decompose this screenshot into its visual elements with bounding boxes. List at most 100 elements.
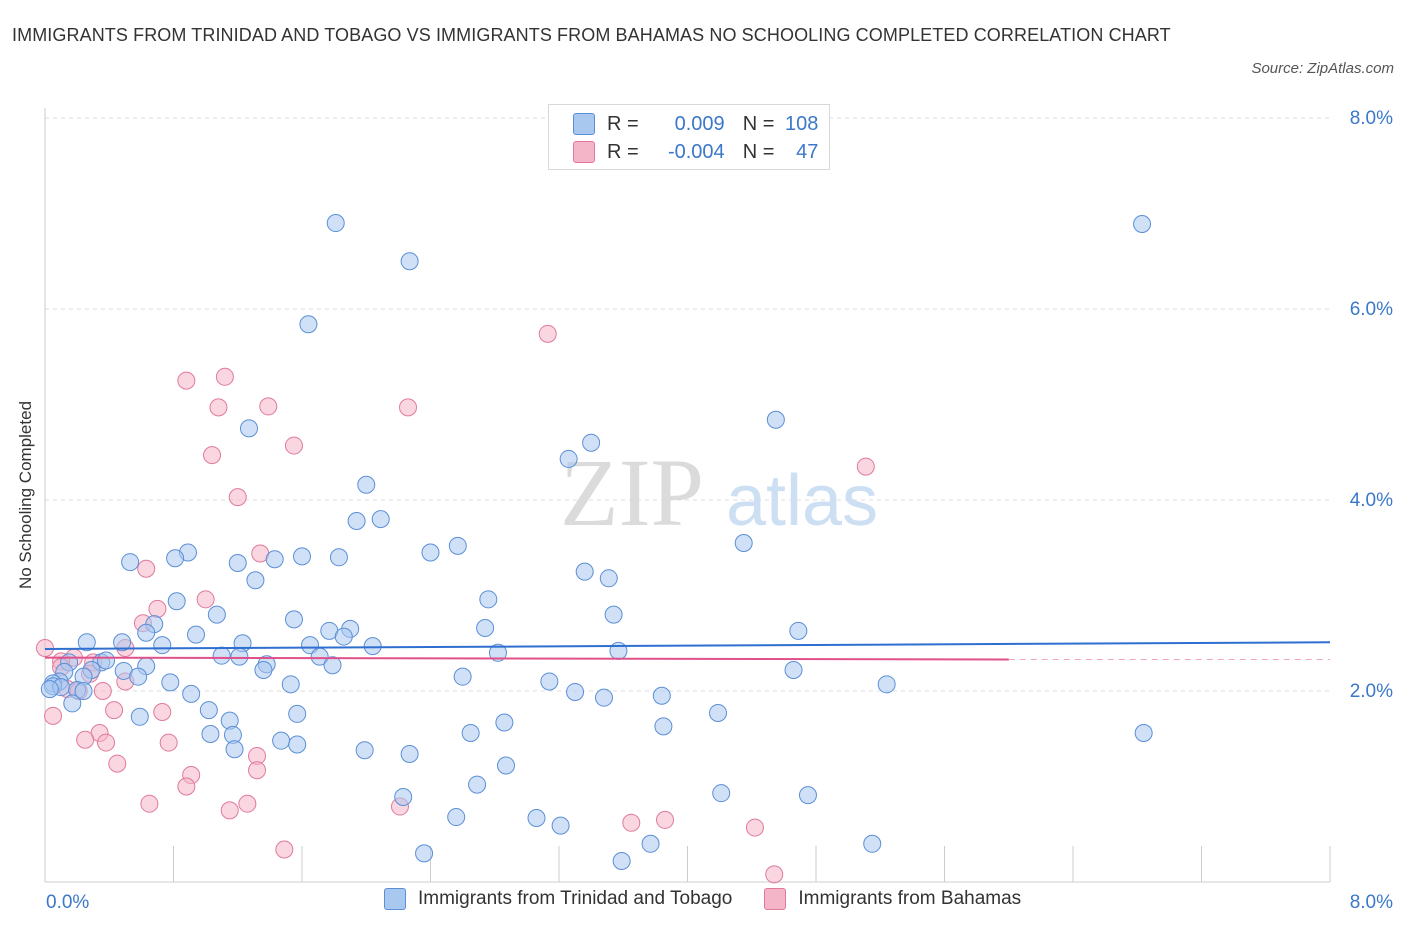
watermark-zip: ZIP (560, 439, 704, 546)
bahamas-point (148, 599, 167, 618)
legend-swatch-trinidad (573, 113, 595, 135)
trinidad-point (284, 610, 303, 629)
trinidad-point (40, 680, 59, 699)
trinidad-point (301, 636, 320, 655)
y-tick-label: 4.0% (1350, 490, 1393, 511)
trinidad-point (137, 623, 156, 642)
series-legend-bahamas[interactable]: Immigrants from Bahamas (764, 888, 1021, 910)
bahamas-point (203, 446, 222, 465)
trinidad-point (265, 550, 284, 569)
trinidad-point (734, 533, 753, 552)
trinidad-point (1133, 215, 1152, 234)
watermark-atlas: atlas (726, 461, 878, 541)
trinidad-point (207, 605, 226, 624)
series-label-trinidad: Immigrants from Trinidad and Tobago (418, 888, 733, 909)
series-label-bahamas: Immigrants from Bahamas (798, 888, 1022, 909)
chart-title: IMMIGRANTS FROM TRINIDAD AND TOBAGO VS I… (12, 25, 1171, 45)
series-legend-trinidad[interactable]: Immigrants from Trinidad and Tobago (384, 888, 732, 910)
trinidad-point (766, 410, 785, 429)
y-tick-label: 6.0% (1350, 299, 1393, 320)
trinidad-point (355, 741, 374, 760)
trinidad-point (281, 675, 300, 694)
bahamas-point (209, 398, 228, 417)
trend-lines (44, 641, 1331, 661)
trinidad-point (129, 667, 148, 686)
trinidad-point (288, 704, 307, 723)
trinidad-point (1134, 724, 1153, 743)
bahamas-point (215, 367, 234, 386)
trinidad-point (334, 627, 353, 646)
legend-swatch-bahamas (573, 141, 595, 163)
trinidad-point (468, 775, 487, 794)
bahamas-point (220, 801, 239, 820)
tick-labels: 2.0% 4.0% 6.0% 8.0% 0.0% 8.0% (46, 108, 1393, 913)
bahamas-point (196, 590, 215, 609)
trinidad-trend-line (44, 641, 1331, 650)
trinidad-point (299, 315, 318, 334)
bahamas-point (177, 371, 196, 390)
trinidad-point (230, 647, 249, 666)
trinidad-point (540, 672, 559, 691)
trinidad-point (479, 590, 498, 609)
bahamas-point (76, 730, 95, 749)
trinidad-point (551, 816, 570, 835)
trinidad-point (566, 682, 585, 701)
legend-n-value: 108 (785, 112, 819, 135)
bahamas-point (153, 703, 172, 722)
trinidad-point (709, 703, 728, 722)
trinidad-point (97, 651, 116, 670)
bahamas-point (177, 777, 196, 796)
trinidad-point (559, 449, 578, 468)
correlation-legend: R = 0.009 N = 108 R = -0.004 N = 47 (548, 104, 830, 170)
trinidad-point (652, 686, 671, 705)
trinidad-point (421, 543, 440, 562)
trinidad-point (272, 731, 291, 750)
bahamas-point (44, 706, 63, 725)
legend-n-value: 47 (796, 140, 819, 163)
y-tick-label: 8.0% (1350, 108, 1393, 129)
trinidad-point (641, 834, 660, 853)
bahamas-point (159, 733, 178, 752)
series-swatch-trinidad (384, 888, 406, 910)
trinidad-point (121, 553, 140, 572)
bahamas-trend-line (44, 656, 1009, 661)
bahamas-point (105, 701, 124, 720)
trinidad-point (363, 637, 382, 656)
bahamas-point (248, 761, 267, 780)
trinidad-point (239, 419, 258, 438)
trinidad-point (326, 214, 345, 233)
trinidad-point (288, 735, 307, 754)
trinidad-point (448, 536, 467, 555)
trinidad-point (347, 512, 366, 531)
watermark: ZIP atlas (560, 439, 878, 546)
trinidad-point (609, 641, 628, 660)
trinidad-point (877, 675, 896, 694)
y-tick-label: 2.0% (1350, 681, 1393, 702)
legend-r-value: 0.009 (674, 112, 725, 135)
bahamas-point (399, 398, 418, 417)
trinidad-point (582, 433, 601, 452)
trinidad-point (246, 571, 265, 590)
legend-n-label: N = (742, 140, 775, 163)
trinidad-point (77, 633, 96, 652)
trinidad-point (863, 834, 882, 853)
trinidad-point (394, 788, 413, 807)
y-axis-label: No Schooling Completed (16, 400, 35, 590)
legend-r-label: R = (607, 112, 639, 135)
bahamas-point (656, 810, 675, 829)
trinidad-point (357, 475, 376, 494)
bahamas-point (137, 559, 156, 578)
legend-row-bahamas: R = -0.004 N = 47 (573, 139, 818, 165)
trinidad-point (323, 656, 342, 675)
grid-lines (45, 117, 1330, 692)
x-tick-label: 0.0% (46, 892, 89, 913)
trinidad-point (594, 688, 613, 707)
source-label: Source: ZipAtlas.com (1251, 60, 1394, 77)
trinidad-point (789, 621, 808, 640)
trinidad-point (415, 844, 434, 863)
trinidad-point (527, 809, 546, 828)
trinidad-point (476, 618, 495, 637)
x-tick-label: 8.0% (1350, 892, 1393, 913)
trinidad-point (228, 554, 247, 573)
